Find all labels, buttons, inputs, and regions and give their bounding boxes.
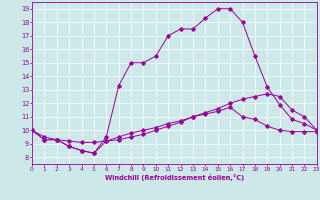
X-axis label: Windchill (Refroidissement éolien,°C): Windchill (Refroidissement éolien,°C) bbox=[105, 174, 244, 181]
